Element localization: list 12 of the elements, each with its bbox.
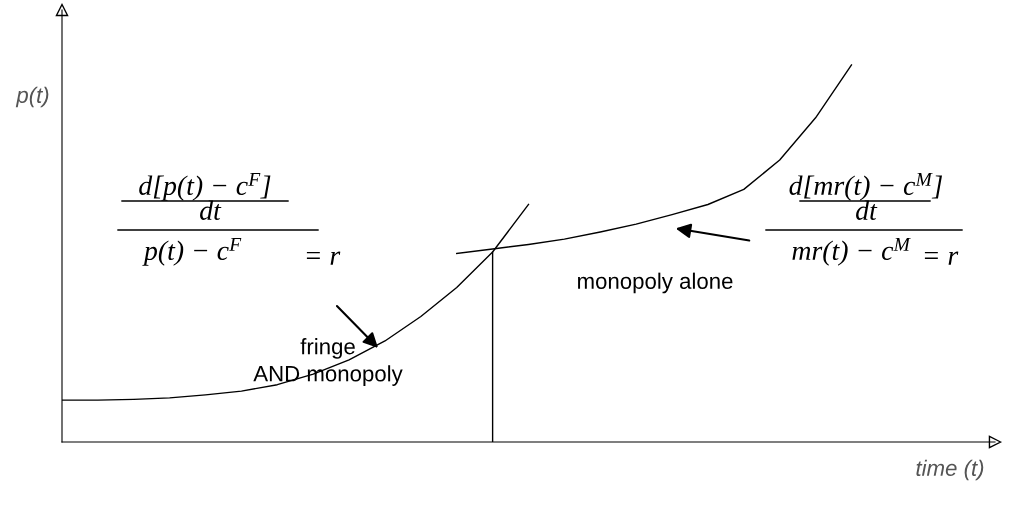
- annotation: dt: [200, 200, 222, 220]
- annotation: d[p(t) − c$^{F}$]: [139, 173, 271, 201]
- annotation: dt: [856, 200, 878, 220]
- annotation: mr(t) − c$^{M}$: [792, 238, 911, 266]
- annotation: p(t) − c$^{F}$: [142, 238, 242, 266]
- annotation: = r: [924, 251, 959, 265]
- annotation: monopoly alone: [578, 272, 733, 294]
- annotation: = r: [306, 251, 341, 265]
- annotation: fringe AND monopoly: [253, 338, 403, 386]
- x-axis-title: time (t): [916, 459, 984, 481]
- y-axis-title: p(t): [15, 86, 49, 108]
- annotation: d[mr(t) − c$^{M}$]: [789, 173, 943, 201]
